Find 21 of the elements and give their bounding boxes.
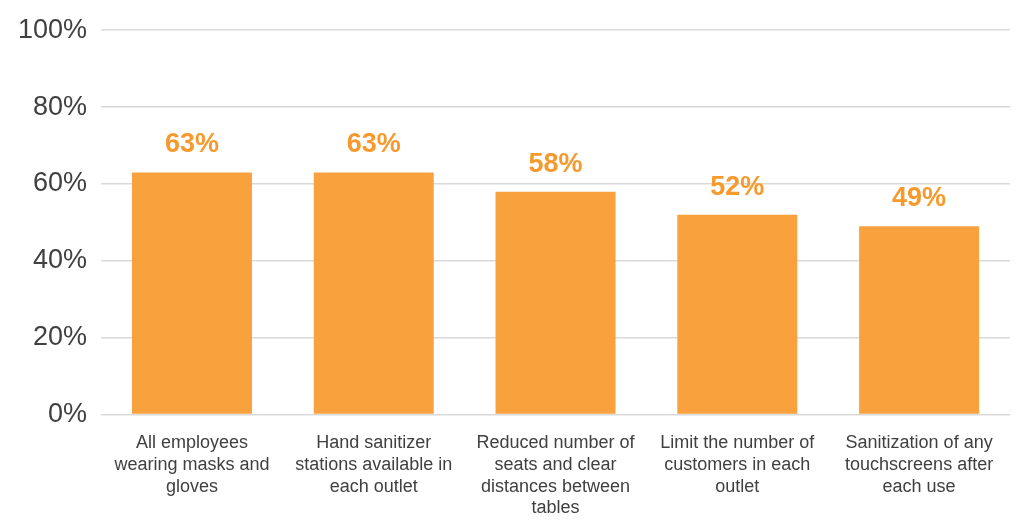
data-label: 63% (346, 128, 401, 159)
y-tick-label: 80% (33, 90, 88, 121)
bar (313, 172, 434, 414)
x-tick-label: Limit the number of customers in each outlet (660, 432, 816, 496)
bar (495, 191, 616, 414)
y-tick-label: 100% (17, 13, 88, 44)
x-tick-label: Reduced number of seats and clear distances between tables (476, 432, 636, 518)
data-label: 63% (164, 128, 219, 159)
bar (677, 214, 798, 414)
x-tick-label: Sanitization of any touchscreens after each use (845, 432, 994, 496)
bar (859, 226, 980, 414)
data-label: 52% (710, 170, 765, 201)
x-tick-label: All employees wearing masks and gloves (113, 432, 270, 496)
bar (131, 172, 252, 414)
y-tick-label: 60% (33, 167, 88, 198)
data-label: 58% (528, 147, 583, 178)
data-label: 49% (892, 182, 947, 213)
y-tick-label: 0% (48, 398, 88, 429)
x-tick-label: Hand sanitizer stations available in each outlet (295, 432, 453, 496)
y-tick-label: 20% (33, 321, 88, 352)
y-tick-label: 40% (33, 244, 88, 275)
